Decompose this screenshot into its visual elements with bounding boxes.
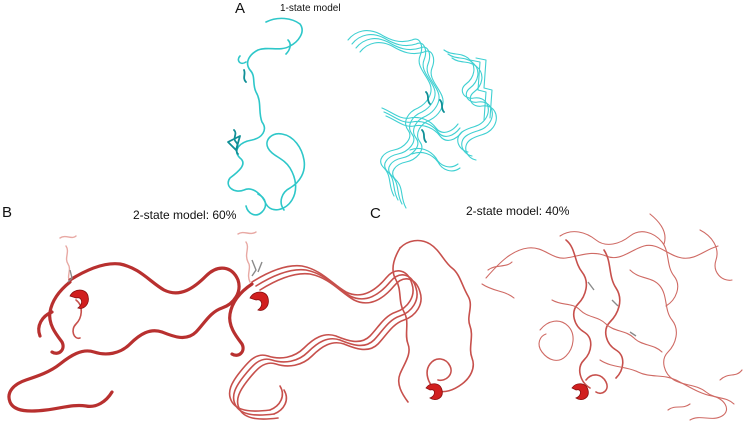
- panel-a-single-structure: [228, 18, 304, 215]
- panel-a-ensemble: [348, 31, 496, 208]
- panel-b-single-structure: [9, 236, 239, 411]
- panel-b-ensemble: [230, 232, 421, 419]
- panel-c-ensemble: [482, 214, 742, 420]
- panel-c-single-structure: [393, 241, 473, 402]
